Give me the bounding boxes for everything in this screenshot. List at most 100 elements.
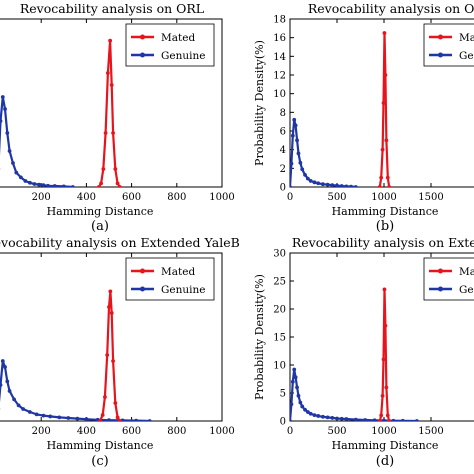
data-point-mated bbox=[380, 393, 385, 398]
data-point-genuine bbox=[391, 418, 396, 421]
x-tick-label: 200 bbox=[32, 426, 51, 437]
data-point-genuine bbox=[363, 418, 368, 421]
data-point-genuine bbox=[349, 184, 353, 187]
legend-marker-mated bbox=[438, 268, 443, 274]
data-point-mated bbox=[381, 357, 386, 362]
data-point-genuine bbox=[0, 119, 3, 123]
data-point-genuine bbox=[305, 410, 310, 414]
y-axis-label: Probability Density(%) bbox=[253, 40, 266, 166]
data-point-genuine bbox=[335, 183, 339, 187]
legend-box bbox=[423, 257, 474, 301]
chart-title: Revocability analysis on Extended YaleB bbox=[0, 235, 240, 250]
data-point-mated bbox=[100, 413, 105, 417]
legend-label: Mated bbox=[161, 32, 195, 44]
data-point-genuine bbox=[321, 414, 325, 419]
data-point-mated bbox=[115, 181, 120, 186]
data-point-genuine bbox=[57, 415, 62, 420]
data-point-genuine bbox=[295, 385, 299, 390]
data-point-mated bbox=[103, 131, 108, 135]
data-point-genuine bbox=[330, 183, 335, 187]
data-point-genuine bbox=[0, 359, 5, 363]
data-point-mated bbox=[99, 181, 103, 186]
data-point-mated bbox=[109, 83, 114, 87]
series-line-mated bbox=[98, 290, 121, 421]
data-point-genuine bbox=[300, 167, 305, 172]
y-tick-label: 15 bbox=[273, 333, 286, 344]
data-point-genuine bbox=[290, 402, 294, 407]
data-point-genuine bbox=[344, 417, 349, 421]
data-point-genuine bbox=[34, 412, 39, 417]
data-point-genuine bbox=[290, 379, 295, 384]
data-point-genuine bbox=[107, 418, 111, 421]
data-point-genuine bbox=[312, 180, 317, 185]
y-axis-label: Probability Density(%) bbox=[253, 274, 266, 400]
data-point-genuine bbox=[415, 419, 419, 421]
data-point-genuine bbox=[75, 416, 80, 421]
data-point-genuine bbox=[303, 407, 307, 412]
data-point-mated bbox=[101, 167, 106, 171]
x-tick-label: 1000 bbox=[371, 192, 396, 203]
x-axis-label: Hamming Distance bbox=[47, 205, 154, 218]
data-point-mated bbox=[385, 175, 390, 180]
data-point-genuine bbox=[308, 411, 313, 416]
legend-label: Mated bbox=[161, 266, 195, 278]
plot-area bbox=[0, 38, 122, 187]
data-point-genuine bbox=[21, 407, 26, 411]
data-point-genuine bbox=[7, 149, 12, 153]
x-tick-label: 800 bbox=[167, 426, 186, 437]
x-tick-label: 1500 bbox=[418, 426, 443, 437]
data-point-genuine bbox=[321, 182, 325, 187]
data-point-mated bbox=[387, 419, 392, 421]
data-point-genuine bbox=[0, 383, 3, 387]
data-point-mated bbox=[382, 287, 387, 292]
legend-label: Genuine bbox=[161, 284, 205, 296]
data-point-mated bbox=[380, 147, 385, 152]
data-point-genuine bbox=[290, 185, 292, 187]
x-tick-label: 600 bbox=[122, 192, 141, 203]
chart-title: Revocability analysis on ORL bbox=[308, 1, 474, 16]
data-point-genuine bbox=[14, 170, 19, 175]
legend-marker-genuine bbox=[140, 52, 145, 58]
data-point-genuine bbox=[292, 367, 297, 372]
panel-label: (c) bbox=[91, 454, 108, 469]
x-axis-label: Hamming Distance bbox=[332, 439, 439, 452]
data-point-mated bbox=[377, 419, 382, 421]
data-point-genuine bbox=[290, 133, 295, 138]
legend-label: Genuine bbox=[459, 284, 474, 296]
data-point-mated bbox=[96, 185, 101, 187]
data-point-mated bbox=[115, 415, 120, 420]
y-tick-label: 8 bbox=[280, 108, 286, 119]
data-point-genuine bbox=[292, 117, 297, 122]
data-point-genuine bbox=[32, 182, 37, 186]
x-tick-label: 500 bbox=[327, 192, 346, 203]
data-point-genuine bbox=[3, 365, 7, 369]
data-point-genuine bbox=[316, 414, 321, 418]
data-point-genuine bbox=[372, 418, 377, 421]
data-point-genuine bbox=[18, 175, 23, 180]
y-tick-label: 20 bbox=[273, 305, 286, 316]
legend-label: Genuine bbox=[161, 50, 205, 62]
data-point-genuine bbox=[325, 415, 330, 420]
legend-marker-genuine bbox=[140, 286, 145, 292]
series-line-mated bbox=[378, 288, 391, 421]
series-line-genuine bbox=[0, 359, 150, 421]
series-line-mated bbox=[378, 31, 391, 187]
x-axis-label: Hamming Distance bbox=[332, 205, 439, 218]
data-point-mated bbox=[383, 323, 388, 328]
data-point-genuine bbox=[28, 410, 32, 414]
data-point-genuine bbox=[28, 180, 32, 185]
data-point-genuine bbox=[400, 418, 405, 421]
legend: Mated Genuine bbox=[423, 23, 474, 67]
data-point-mated bbox=[111, 359, 115, 363]
data-point-genuine bbox=[339, 416, 344, 421]
legend-label: Mated bbox=[459, 266, 474, 278]
data-point-genuine bbox=[312, 413, 317, 418]
y-tick-label: 0 bbox=[280, 417, 286, 428]
data-point-mated bbox=[383, 73, 388, 77]
panel-label: (b) bbox=[376, 219, 394, 234]
legend: Mated Genuine bbox=[125, 23, 215, 67]
x-tick-label: 400 bbox=[77, 426, 96, 437]
data-point-genuine bbox=[0, 95, 5, 99]
data-point-genuine bbox=[300, 404, 305, 409]
